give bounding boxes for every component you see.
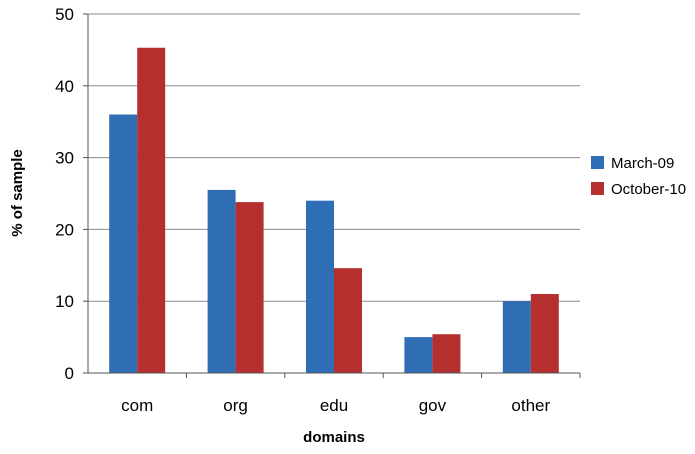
legend: March-09 October-10 [591, 155, 686, 198]
bar-march-09-org [207, 189, 236, 373]
y-axis-label: % of sample [9, 149, 26, 237]
y-tick-label: 20 [55, 220, 74, 239]
legend-swatch [591, 156, 604, 169]
bar-march-09-gov [404, 337, 433, 373]
bar-october-10-gov [432, 334, 461, 373]
bar-october-10-edu [334, 268, 362, 373]
legend-label: October-10 [611, 181, 686, 198]
x-tick-label: edu [320, 396, 348, 415]
bar-march-09-com [109, 114, 138, 374]
bar-october-10-com [137, 47, 166, 373]
x-tick-label: other [511, 396, 550, 415]
bar-march-09-other [502, 301, 531, 373]
bars [109, 47, 559, 374]
legend-label: March-09 [611, 155, 674, 172]
y-tick-labels: 0 10 20 30 40 50 [55, 5, 74, 383]
y-tick-label: 30 [55, 149, 74, 168]
x-tick-label: org [223, 396, 248, 415]
grid [83, 13, 581, 378]
y-tick-label: 50 [55, 5, 74, 24]
x-tick-label: com [121, 396, 153, 415]
legend-swatch [591, 182, 604, 195]
x-tick-labels: com org edu gov other [121, 396, 550, 415]
y-tick-label: 40 [55, 77, 74, 96]
bar-october-10-org [235, 202, 264, 373]
y-tick-label: 0 [65, 364, 74, 383]
bar-october-10-other [530, 294, 559, 373]
axes [87, 14, 580, 374]
bar-march-09-edu [306, 200, 334, 373]
x-axis-label: domains [303, 429, 365, 446]
x-tick-label: gov [419, 396, 447, 415]
y-tick-label: 10 [55, 292, 74, 311]
